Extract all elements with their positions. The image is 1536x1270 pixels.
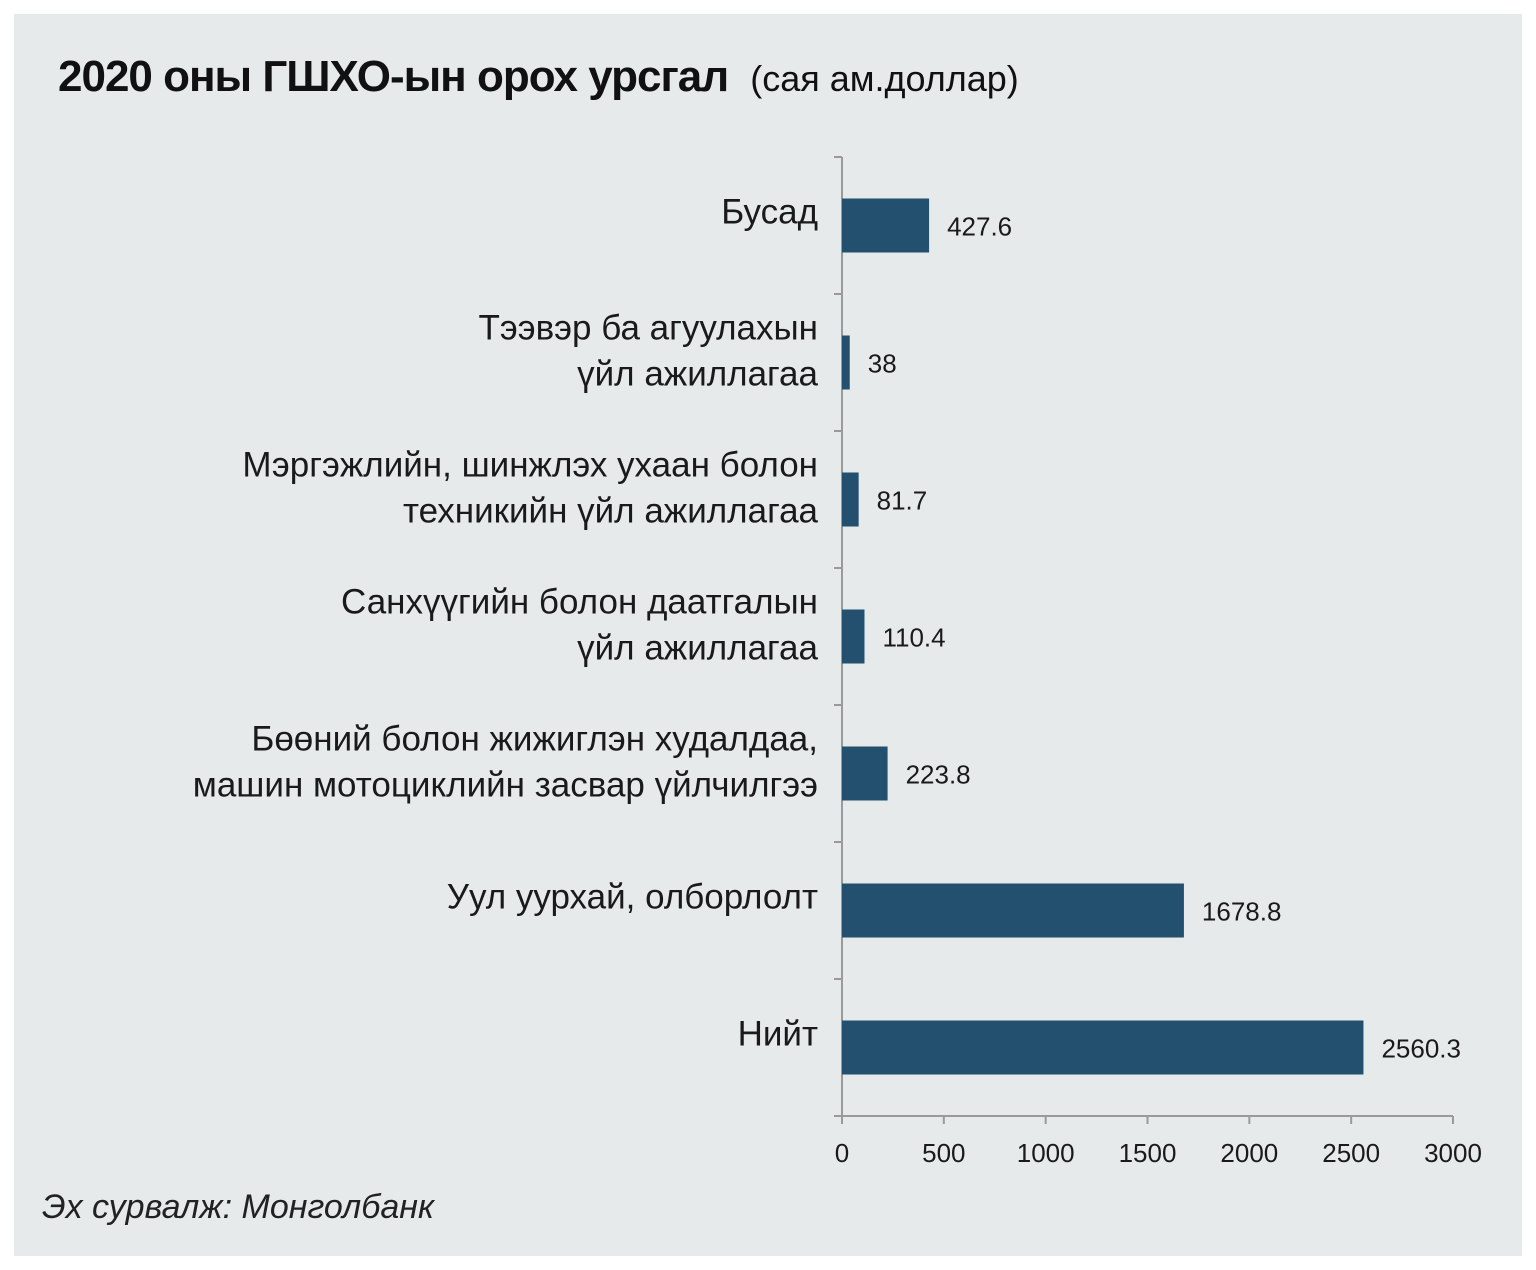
category-label: техникийн үйл ажиллагаа — [403, 492, 819, 531]
bar — [842, 335, 850, 390]
category-label: Санхүүгийн болон даатгалын — [341, 583, 818, 622]
x-tick-label: 500 — [922, 1138, 965, 1168]
x-tick-label: 3000 — [1424, 1138, 1482, 1168]
category-label: Уул уурхай, олборлолт — [447, 878, 818, 917]
value-label: 1678.8 — [1202, 897, 1282, 927]
value-label: 223.8 — [906, 760, 971, 790]
value-label: 38 — [868, 349, 897, 379]
value-label: 427.6 — [947, 212, 1012, 242]
bar — [842, 1020, 1364, 1075]
category-label: Бөөний болон жижиглэн худалдаа, — [251, 720, 818, 759]
x-tick-label: 2000 — [1220, 1138, 1278, 1168]
category-label: Мэргэжлийн, шинжлэх ухаан болон — [242, 446, 818, 485]
title-main: 2020 оны ГШХО-ын орох урсгал — [58, 52, 729, 101]
bar — [842, 609, 865, 664]
x-tick-label: 0 — [835, 1138, 849, 1168]
category-label: Нийт — [738, 1015, 818, 1054]
value-label: 110.4 — [882, 623, 945, 653]
source-note: Эх сурвалж: Монголбанк — [42, 1188, 435, 1226]
value-label: 81.7 — [877, 486, 928, 516]
category-label: үйл ажиллагаа — [577, 355, 818, 394]
bar — [842, 883, 1184, 938]
category-label: машин мотоциклийн засвар үйлчилгээ — [193, 766, 818, 805]
chart-title: 2020 оны ГШХО-ын орох урсгал (сая ам.долл… — [58, 52, 1019, 102]
category-label: Тээвэр ба агуулахын — [478, 309, 818, 348]
x-tick-label: 1000 — [1017, 1138, 1075, 1168]
category-label: Бусад — [721, 193, 818, 232]
value-label: 2560.3 — [1381, 1034, 1461, 1064]
bar — [842, 472, 859, 527]
bar — [842, 746, 888, 801]
bar — [842, 198, 930, 253]
x-tick-label: 1500 — [1119, 1138, 1177, 1168]
title-unit: (сая ам.доллар) — [750, 58, 1019, 99]
x-tick-label: 2500 — [1322, 1138, 1380, 1168]
category-label: үйл ажиллагаа — [577, 629, 818, 668]
